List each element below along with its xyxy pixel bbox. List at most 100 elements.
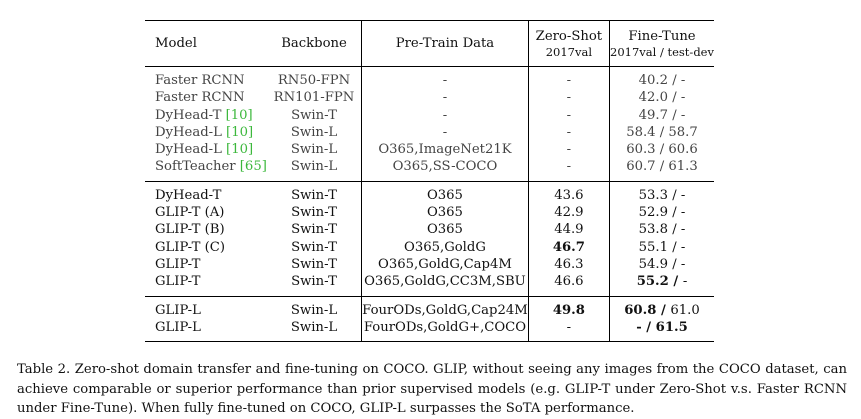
finetune-val2017: 60.3	[626, 142, 656, 158]
cell-model: GLIP-T	[145, 273, 267, 296]
model-name: GLIP-T	[155, 256, 201, 272]
zeroshot-value: -	[566, 319, 572, 335]
zeroshot-value: -	[566, 107, 572, 123]
citation-link[interactable]: [65]	[239, 159, 267, 175]
finetune-separator: /	[655, 159, 669, 175]
finetune-separator: /	[668, 274, 683, 290]
model-name: GLIP-T (C)	[155, 239, 226, 255]
col-header-pretrain: Pre-Train Data	[361, 20, 529, 67]
model-name: GLIP-L	[155, 302, 201, 318]
cell-backbone: Swin-L	[290, 159, 338, 175]
cell-model: GLIP-L	[145, 295, 267, 319]
cell-zeroshot: -	[528, 124, 609, 141]
cell-zeroshot: -	[528, 89, 609, 106]
cell-finetune: 55.2 / -	[609, 273, 714, 297]
finetune-val2017: 60.7	[626, 159, 656, 175]
citation-link[interactable]: [10]	[226, 124, 254, 140]
cell-backbone: Swin-L	[290, 142, 338, 158]
citation-link[interactable]: [10]	[225, 107, 253, 123]
finetune-val2017: 49.7	[638, 107, 669, 123]
cell-model: GLIP-T (C)	[145, 239, 267, 256]
table-row: DyHead-L [10] Swin-L O365,ImageNet21K - 60.3…	[145, 141, 714, 159]
cell-model: GLIP-T (B)	[145, 221, 267, 238]
finetune-val2017: 40.2	[638, 73, 669, 88]
finetune-separator: /	[668, 222, 681, 238]
cell-backbone: RN101-FPN	[273, 90, 355, 106]
cell-backbone: RN50-FPN	[266, 66, 362, 90]
finetune-val2017: 60.8	[624, 302, 657, 318]
finetune-testdev: 61.5	[655, 319, 688, 335]
col-header-finetune: Fine-Tune 2017val / test-dev	[609, 20, 714, 67]
finetune-separator: /	[655, 142, 669, 158]
cell-backbone: Swin-L	[266, 318, 362, 343]
finetune-val2017: 55.2	[636, 274, 669, 290]
col-header-model: Model	[145, 20, 267, 67]
table-row: GLIP-T (C) Swin-T O365,GoldG 46.7 55.1 / -	[145, 238, 714, 256]
finetune-separator: /	[668, 187, 681, 203]
table-row: GLIP-L Swin-L FourODs,GoldG,Cap24M 49.8 60.8…	[145, 295, 714, 319]
cell-model: GLIP-T (A)	[145, 204, 267, 221]
cell-pretrain-data: O365	[361, 180, 529, 205]
finetune-testdev: 61.3	[668, 159, 698, 175]
table-row: DyHead-L [10] Swin-L - - 58.4 / 58.7	[145, 123, 714, 142]
table-row: DyHead-T Swin-T O365 43.6 53.3 / -	[145, 180, 714, 205]
col-header-zeroshot: Zero-Shot 2017val	[528, 20, 610, 67]
cell-finetune: 52.9 / -	[609, 204, 714, 222]
table-body: Faster RCNN RN50-FPN - -40.2 / - Faster RCNN…	[145, 66, 714, 343]
cell-backbone: Swin-T	[266, 180, 362, 205]
cell-pretrain-data: -	[361, 66, 529, 90]
zeroshot-subtitle: 2017val	[545, 44, 593, 59]
cell-zeroshot: 42.9	[528, 204, 609, 221]
table-row: SoftTeacher [65] Swin-L O365,SS-COCO - 60.7 …	[145, 158, 714, 182]
zeroshot-value: 43.6	[554, 187, 584, 203]
finetune-val2017: -	[636, 319, 642, 335]
table-caption: Table 2. Zero-shot domain transfer and f…	[17, 362, 847, 417]
finetune-testdev: 61.0	[670, 302, 700, 318]
finetune-separator: /	[668, 239, 681, 255]
cell-finetune: 53.8 / -	[609, 221, 714, 239]
cell-finetune: 58.4 / 58.7	[609, 123, 714, 142]
col-header-backbone: Backbone	[266, 20, 362, 67]
cell-zeroshot: 46.3	[528, 256, 609, 273]
finetune-separator: /	[668, 73, 681, 88]
cell-finetune: 60.8 / 61.0	[609, 295, 714, 319]
cell-finetune: 55.1 / -	[609, 238, 714, 256]
finetune-separator: /	[641, 319, 656, 335]
cell-pretrain-data: -	[361, 89, 529, 107]
model-name: GLIP-L	[155, 319, 201, 335]
finetune-separator: /	[668, 205, 681, 221]
finetune-val2017: 52.9	[638, 205, 669, 221]
cell-finetune: 42.0 / -	[609, 89, 714, 107]
cell-zeroshot: -	[528, 107, 609, 124]
finetune-title: Fine-Tune	[628, 28, 696, 44]
finetune-val2017: 53.3	[638, 187, 669, 203]
cell-model: GLIP-T	[145, 256, 267, 273]
cell-model: DyHead-L [10]	[145, 124, 267, 141]
model-name: GLIP-T	[155, 274, 201, 290]
cell-zeroshot: 43.6	[528, 180, 610, 205]
zeroshot-value: -	[566, 90, 572, 106]
finetune-testdev: -	[680, 73, 686, 88]
cell-backbone: Swin-T	[291, 274, 337, 290]
model-name: Faster RCNN	[155, 73, 245, 88]
zeroshot-title: Zero-Shot	[535, 28, 603, 44]
model-name: SoftTeacher	[155, 159, 240, 175]
finetune-testdev: -	[680, 205, 686, 221]
citation-link[interactable]: [10]	[226, 142, 254, 158]
cell-zeroshot: -	[528, 141, 609, 158]
table-row: Faster RCNN RN101-FPN - -42.0 / -	[145, 89, 714, 107]
cell-pretrain-data: O365,SS-COCO	[361, 158, 529, 182]
model-name: DyHead-L	[155, 142, 227, 158]
cell-finetune: 49.7 / -	[609, 106, 714, 124]
cell-model: Faster RCNN	[145, 66, 267, 90]
cell-finetune: 54.9 / -	[609, 255, 714, 274]
finetune-testdev: -	[680, 187, 686, 203]
cell-zeroshot: 49.8	[528, 295, 610, 319]
finetune-val2017: 53.8	[638, 222, 669, 238]
finetune-testdev: -	[680, 256, 686, 272]
finetune-subtitle: 2017val / test-dev	[610, 44, 714, 59]
cell-backbone: Swin-T	[291, 239, 337, 255]
cell-model: Faster RCNN	[145, 89, 267, 106]
cell-backbone: Swin-T	[291, 205, 337, 221]
zeroshot-value: 46.6	[554, 274, 584, 290]
